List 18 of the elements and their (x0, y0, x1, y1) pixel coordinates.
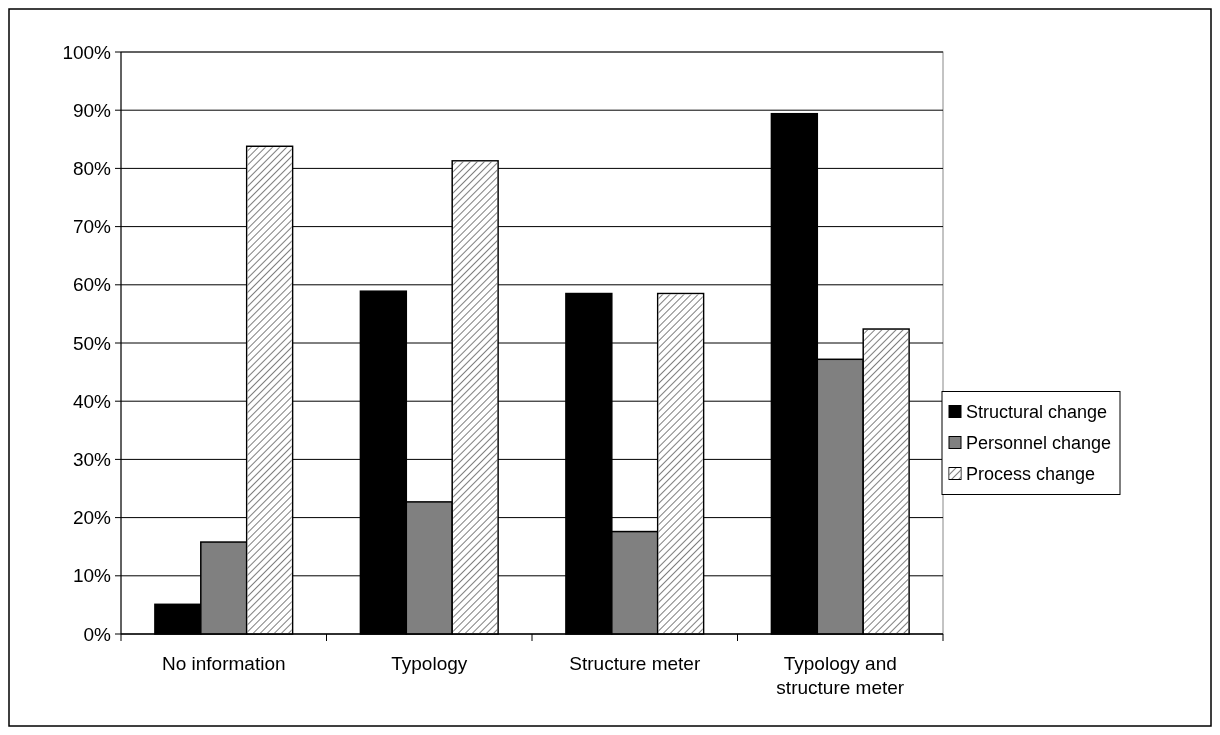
legend-label: Process change (966, 463, 1096, 484)
y-tick-label: 10% (72, 565, 112, 587)
y-tick-label: 80% (72, 158, 112, 180)
y-tick-label: 90% (72, 99, 112, 121)
x-tick-label: Typology and structure meter (776, 653, 905, 698)
y-tick-label: 100% (62, 41, 112, 63)
x-tick-label: Typology (391, 653, 468, 674)
y-tick-label: 70% (72, 216, 112, 238)
y-tick-label: 0% (83, 623, 112, 645)
y-tick-label: 30% (72, 449, 112, 471)
x-tick-label: No information (161, 653, 286, 674)
y-tick-label: 50% (72, 332, 112, 354)
y-tick-label: 40% (72, 390, 112, 412)
x-tick-label: Structure meter (569, 653, 701, 674)
y-tick-label: 20% (72, 507, 112, 529)
legend-label: Personnel change (966, 432, 1112, 453)
y-tick-label: 60% (72, 274, 112, 296)
legend-label: Structural change (966, 401, 1108, 422)
